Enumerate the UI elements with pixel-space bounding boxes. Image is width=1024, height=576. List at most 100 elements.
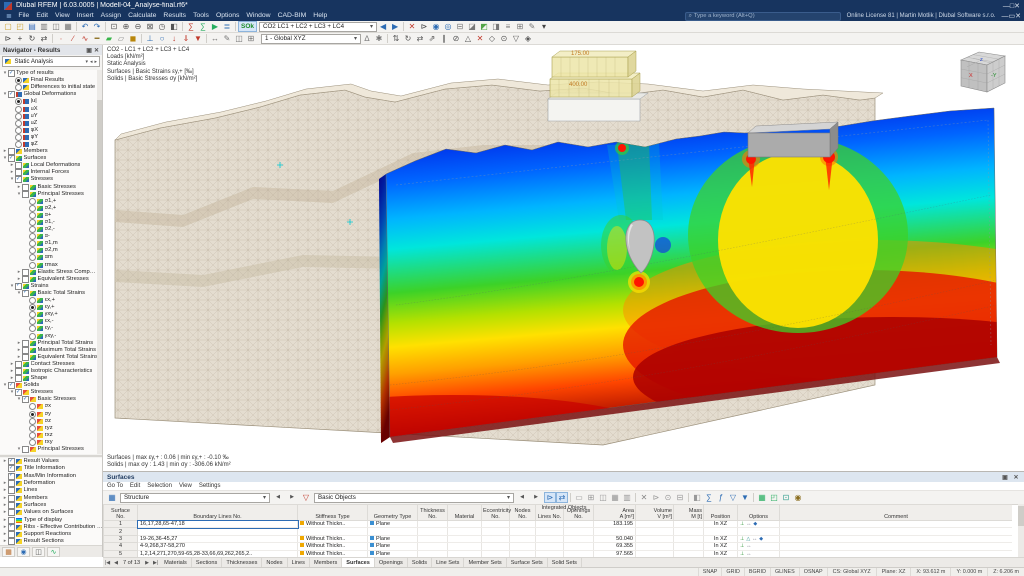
radio-button[interactable] — [15, 126, 22, 134]
status-toggle-bgrid[interactable]: BGRID — [743, 568, 770, 576]
checkbox[interactable] — [8, 473, 15, 480]
results-tree-item[interactable]: uZ — [0, 119, 98, 127]
checkbox[interactable] — [22, 275, 29, 283]
table-tab-sections[interactable]: Sections — [192, 558, 223, 568]
table-cell[interactable] — [509, 542, 536, 551]
expander-icon[interactable]: ▸ — [3, 523, 7, 530]
radio-button[interactable] — [15, 98, 22, 106]
checkbox[interactable] — [8, 538, 15, 545]
menu-item-calculate[interactable]: Calculate — [128, 12, 157, 19]
table-cell[interactable] — [563, 527, 594, 536]
checkbox[interactable] — [8, 458, 15, 466]
checkbox[interactable] — [8, 494, 15, 502]
viewport-3d-scene[interactable]: 175.00 400.00 — [103, 45, 1024, 471]
results-tree-item[interactable]: σ1,+ — [0, 197, 98, 205]
results-tree-item[interactable]: ▸ Principal Total Strains — [0, 339, 98, 347]
results-tree-item[interactable]: ▸ Contact Stresses — [0, 360, 98, 368]
table-cell[interactable] — [535, 520, 564, 529]
table-cell[interactable] — [447, 527, 482, 536]
expander-icon[interactable]: ▾ — [17, 190, 21, 197]
axes-icon[interactable]: ↔ — [752, 535, 758, 542]
row-number-cell[interactable]: 1 — [103, 519, 138, 529]
rendering-mode-icon[interactable]: ◨ — [492, 22, 500, 31]
new-polyline-icon[interactable]: ∿ — [81, 34, 89, 43]
checkbox[interactable] — [15, 389, 22, 397]
boundary-lines-cell[interactable]: 19-26,36-45,27 — [137, 535, 298, 544]
results-tree-item[interactable]: τyz — [0, 424, 98, 432]
filter-rows-icon[interactable]: ▽ — [729, 493, 737, 502]
results-tree-item[interactable]: τxz — [0, 431, 98, 439]
column-header[interactable]: Comment — [779, 504, 1012, 521]
volume-cell[interactable] — [635, 542, 674, 551]
round-corner-icon[interactable]: ⊙ — [500, 34, 508, 43]
status-toggle-snap[interactable]: SNAP — [697, 568, 722, 576]
row-new-icon[interactable]: ▭ — [575, 493, 583, 502]
expander-icon[interactable]: ▸ — [3, 516, 7, 523]
object-snap-icon[interactable]: ⊞ — [516, 22, 524, 31]
results-tree-item[interactable]: τmax — [0, 261, 98, 269]
table-cell[interactable] — [535, 527, 564, 536]
comment-cell[interactable] — [779, 542, 1012, 551]
close-icon[interactable]: ✕ — [93, 47, 99, 54]
column-header[interactable]: Mass M [t] — [673, 504, 704, 521]
radio-button[interactable] — [29, 261, 36, 269]
new-support-icon[interactable]: ⊥ — [146, 34, 154, 43]
table-tab-line-sets[interactable]: Line Sets — [432, 558, 465, 568]
table-tab-member-sets[interactable]: Member Sets — [464, 558, 507, 568]
table-menu-edit[interactable]: Edit — [129, 483, 141, 489]
mass-cell[interactable] — [673, 527, 704, 536]
prev-page-button[interactable]: ◀ — [114, 560, 119, 566]
results-tree-item[interactable]: α+ — [0, 211, 98, 219]
results-tree-item[interactable]: ▾ Strains — [0, 283, 98, 290]
search-input[interactable]: ⌕ Type a keyword (Alt+Q) — [684, 11, 841, 21]
divide-line-icon[interactable]: △ — [464, 34, 472, 43]
new-line-load-icon[interactable]: ⇓ — [182, 34, 190, 43]
pan-view-icon[interactable]: + — [17, 34, 23, 43]
radio-button[interactable] — [29, 417, 36, 425]
column-header[interactable]: Material — [447, 504, 482, 521]
checkbox[interactable] — [15, 283, 22, 290]
mdi-restore-button[interactable]: ▭ — [1008, 13, 1016, 20]
insert-block-icon[interactable]: ⊟ — [676, 493, 684, 502]
menu-item-view[interactable]: View — [55, 12, 70, 19]
stiffness-type-cell[interactable]: Without Thickn.. — [297, 535, 368, 544]
new-area-load-icon[interactable]: ▼ — [194, 34, 202, 43]
grid-settings-icon[interactable]: ⊞ — [247, 34, 255, 43]
results-tree-item[interactable]: ▾ Solids — [0, 382, 98, 390]
results-tree-item[interactable]: |u| — [0, 98, 98, 106]
area-cell[interactable]: 97.565 — [593, 550, 636, 558]
expander-icon[interactable]: ▸ — [3, 509, 7, 516]
expander-icon[interactable]: ▸ — [17, 268, 21, 275]
comment-cell[interactable] — [779, 550, 1012, 558]
next-filter-icon[interactable]: ▶ — [534, 494, 538, 500]
cube-x-label[interactable]: X — [969, 73, 973, 79]
section-cut-icon[interactable]: ◪ — [468, 22, 476, 31]
checkbox[interactable] — [22, 353, 29, 361]
table-row[interactable]: 3 19-26,36-45,27 Without Thickn.. Plane 50.0… — [103, 534, 1012, 544]
scrollbar-thumb[interactable] — [1018, 506, 1024, 526]
column-header[interactable]: Area A [m²] — [593, 504, 636, 521]
table-cell[interactable] — [481, 550, 510, 558]
volume-cell[interactable] — [635, 535, 674, 544]
navigator-splitter[interactable] — [0, 455, 102, 457]
table-cell[interactable] — [481, 535, 510, 544]
view-combo[interactable]: 1 - Global XYZ ▾ — [261, 33, 361, 44]
table-row[interactable]: 5 1,2,14,271,270,59-65,28-33,66,69,262,26… — [103, 549, 1012, 558]
results-tree-item[interactable]: ▾ Stresses — [0, 389, 98, 397]
results-tree-item[interactable]: ▸ Members — [0, 148, 98, 156]
checkbox[interactable] — [22, 346, 29, 354]
column-header[interactable]: Openings No. — [563, 504, 594, 521]
results-tree-item[interactable]: σy — [0, 410, 98, 418]
new-opening-icon[interactable]: ▱ — [117, 34, 125, 43]
expander-icon[interactable]: ▾ — [3, 155, 7, 162]
save-model-icon[interactable]: ▤ — [28, 22, 36, 31]
first-page-button[interactable]: |◀ — [105, 560, 111, 566]
stiffness-type-cell[interactable]: Without Thickn.. — [297, 520, 368, 529]
menu-item-cad-bim[interactable]: CAD-BIM — [277, 12, 307, 19]
display-tree-item[interactable]: ▸ Result Values — [0, 458, 102, 466]
radio-button[interactable] — [15, 105, 22, 113]
table-link-icon[interactable]: ⊡ — [782, 493, 790, 502]
support-icon[interactable]: ⊥ — [740, 543, 745, 550]
geometry-type-cell[interactable]: Plane — [367, 542, 418, 551]
radio-button[interactable] — [15, 112, 22, 120]
